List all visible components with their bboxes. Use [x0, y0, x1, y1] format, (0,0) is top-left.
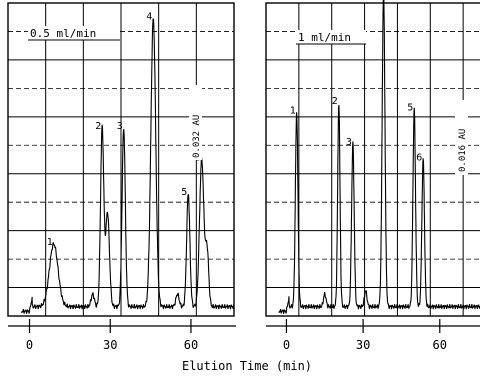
- right-panel-x-axis: 0 30 60: [266, 319, 480, 352]
- left-panel-trace: [21, 18, 235, 315]
- x-tick-label: 0: [26, 338, 33, 352]
- peak-label: 4: [146, 12, 152, 23]
- left-panel-x-axis: 0 30 60: [8, 319, 236, 352]
- x-tick-label: 30: [103, 338, 117, 352]
- peak-label: 5: [181, 187, 187, 198]
- left-panel-scale-annotation: 0.032 AU: [189, 85, 202, 160]
- right-panel-flow-annotation: 1 ml/min: [296, 30, 366, 45]
- left-panel-frame: [7, 2, 235, 317]
- left-panel-flow-annotation: 0.5 ml/min: [28, 26, 120, 41]
- right-panel-absorbance-scale-label: 0.016 AU: [458, 129, 468, 172]
- right-panel-flow-rate-label: 1 ml/min: [298, 31, 351, 44]
- x-tick-label: 0: [283, 338, 290, 352]
- right-panel-trace: [278, 0, 480, 314]
- peak-label: 3: [117, 121, 123, 132]
- right-panel-peak-labels: 123456: [290, 96, 423, 164]
- peak-label: 2: [95, 121, 101, 132]
- peak-label: 1: [290, 106, 296, 117]
- left-panel-absorbance-scale-label: 0.032 AU: [192, 115, 202, 158]
- x-tick-label: 60: [184, 338, 198, 352]
- x-tick-label: 60: [433, 338, 447, 352]
- peak-label: 5: [407, 102, 413, 113]
- x-axis-title: Elution Time (min): [182, 359, 312, 373]
- peak-label: 6: [416, 153, 422, 164]
- peak-label: 1: [47, 237, 53, 248]
- right-panel-frame: [265, 2, 480, 317]
- right-panel-scale-annotation: 0.016 AU: [455, 100, 468, 175]
- left-panel-flow-rate-label: 0.5 ml/min: [30, 27, 96, 40]
- peak-label: 2: [332, 96, 338, 107]
- peak-label: 3: [346, 137, 352, 148]
- x-tick-label: 30: [356, 338, 370, 352]
